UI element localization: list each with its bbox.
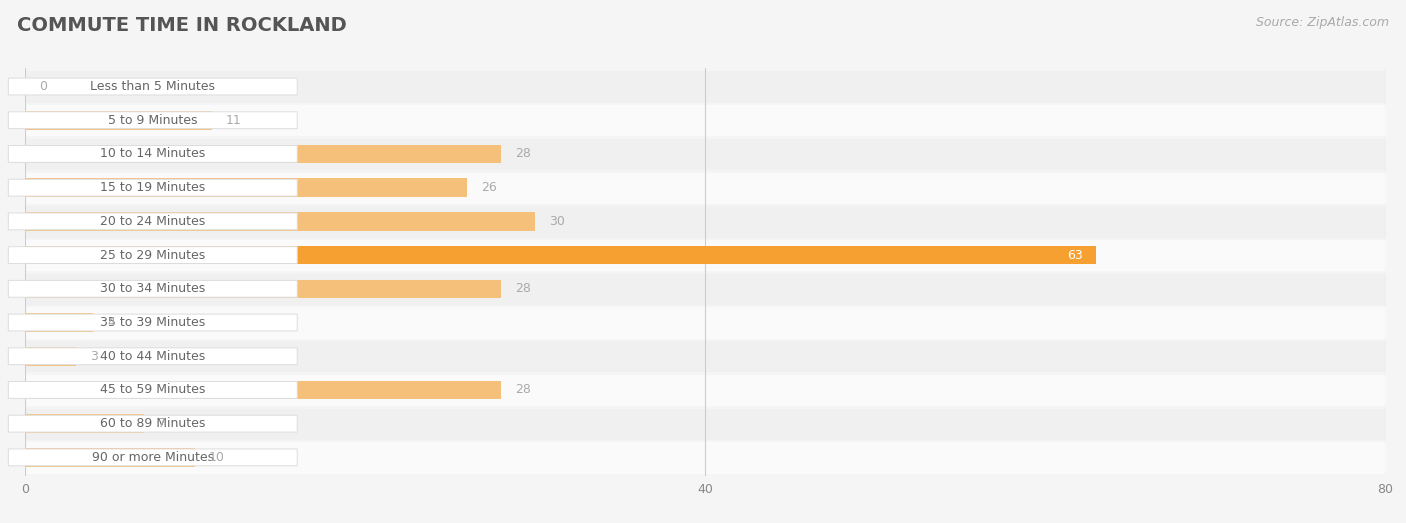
Text: 28: 28 [515, 147, 530, 161]
Bar [25, 71, 1385, 101]
FancyBboxPatch shape [8, 382, 297, 399]
Text: 15 to 19 Minutes: 15 to 19 Minutes [100, 181, 205, 194]
FancyBboxPatch shape [8, 179, 297, 196]
FancyBboxPatch shape [8, 78, 297, 95]
FancyBboxPatch shape [8, 348, 297, 365]
Bar [25, 111, 212, 130]
Text: 40 to 44 Minutes: 40 to 44 Minutes [100, 350, 205, 363]
Bar [25, 381, 501, 399]
FancyBboxPatch shape [8, 280, 297, 297]
Bar [25, 240, 1385, 270]
Bar [25, 246, 1097, 264]
Text: 10: 10 [209, 451, 225, 464]
Bar [25, 341, 1385, 371]
FancyBboxPatch shape [8, 145, 297, 162]
Bar [25, 173, 1385, 203]
Text: 45 to 59 Minutes: 45 to 59 Minutes [100, 383, 205, 396]
Text: 0: 0 [39, 80, 46, 93]
Text: 3: 3 [90, 350, 98, 363]
Text: 63: 63 [1067, 248, 1083, 262]
Bar [25, 308, 1385, 338]
Text: 30: 30 [548, 215, 565, 228]
Bar [25, 139, 1385, 169]
Text: 10 to 14 Minutes: 10 to 14 Minutes [100, 147, 205, 161]
FancyBboxPatch shape [8, 415, 297, 432]
Text: 5 to 9 Minutes: 5 to 9 Minutes [108, 113, 197, 127]
Text: 60 to 89 Minutes: 60 to 89 Minutes [100, 417, 205, 430]
Text: 20 to 24 Minutes: 20 to 24 Minutes [100, 215, 205, 228]
Bar [25, 178, 467, 197]
Text: 28: 28 [515, 282, 530, 295]
Text: COMMUTE TIME IN ROCKLAND: COMMUTE TIME IN ROCKLAND [17, 16, 347, 35]
Text: 35 to 39 Minutes: 35 to 39 Minutes [100, 316, 205, 329]
Text: 28: 28 [515, 383, 530, 396]
FancyBboxPatch shape [8, 213, 297, 230]
Bar [25, 347, 76, 366]
Bar [25, 274, 1385, 304]
Text: 4: 4 [107, 316, 115, 329]
Text: 90 or more Minutes: 90 or more Minutes [91, 451, 214, 464]
Text: 11: 11 [226, 113, 242, 127]
Text: 30 to 34 Minutes: 30 to 34 Minutes [100, 282, 205, 295]
Bar [25, 212, 536, 231]
Bar [25, 414, 145, 433]
Bar [25, 375, 1385, 405]
FancyBboxPatch shape [8, 449, 297, 466]
Bar [25, 448, 195, 467]
Text: 25 to 29 Minutes: 25 to 29 Minutes [100, 248, 205, 262]
Text: Less than 5 Minutes: Less than 5 Minutes [90, 80, 215, 93]
Bar [25, 145, 501, 163]
Bar [25, 206, 1385, 236]
Bar [25, 280, 501, 298]
Text: 7: 7 [157, 417, 166, 430]
Bar [25, 408, 1385, 439]
FancyBboxPatch shape [8, 112, 297, 129]
FancyBboxPatch shape [8, 314, 297, 331]
Bar [25, 313, 93, 332]
FancyBboxPatch shape [8, 247, 297, 264]
Text: 26: 26 [481, 181, 496, 194]
Text: Source: ZipAtlas.com: Source: ZipAtlas.com [1256, 16, 1389, 29]
Bar [25, 442, 1385, 473]
Bar [25, 105, 1385, 135]
